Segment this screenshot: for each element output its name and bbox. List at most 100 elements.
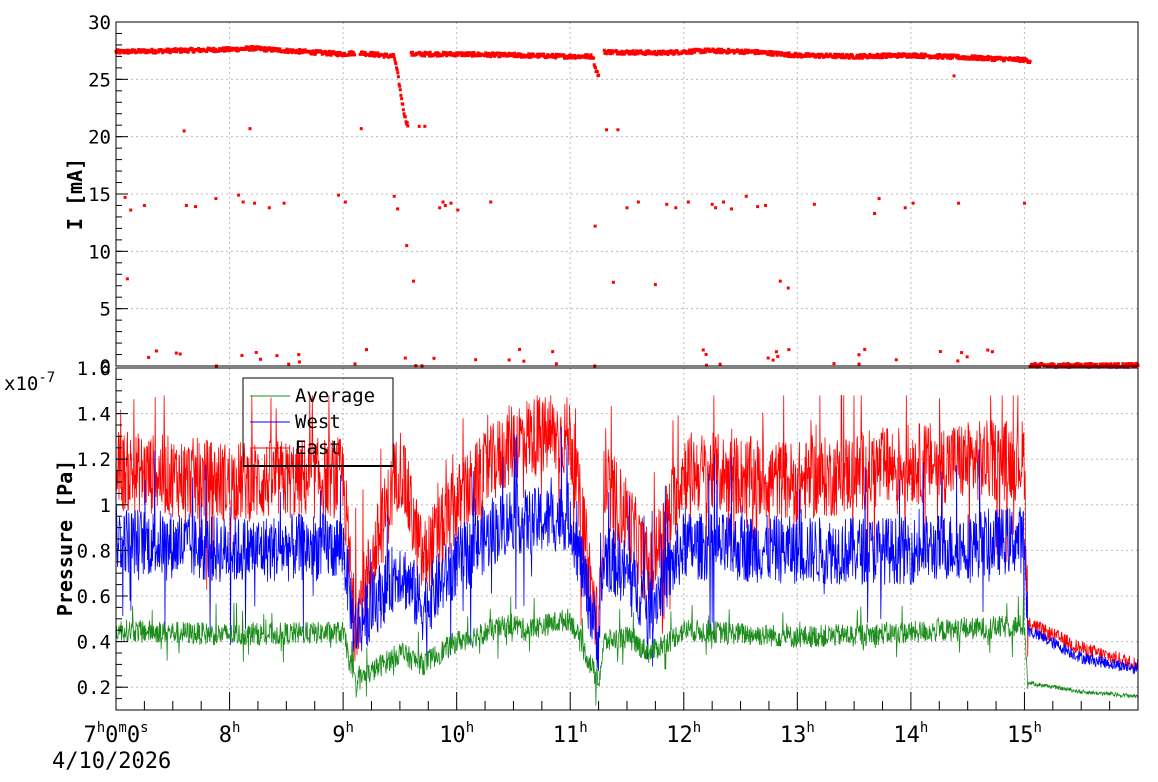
- current-outlier-point: [952, 74, 956, 78]
- current-low-point: [254, 350, 258, 354]
- current-low-point: [704, 352, 708, 356]
- multiplier-exponent: -7: [38, 370, 55, 386]
- current-outlier-point: [449, 201, 453, 205]
- pressure-y-tick-label: 1: [100, 495, 111, 517]
- current-outlier-point: [237, 193, 241, 197]
- current-outlier-point: [343, 200, 347, 204]
- current-outlier-point: [423, 124, 427, 128]
- current-low-point: [297, 360, 301, 364]
- current-outlier-point: [193, 205, 197, 209]
- current-low-point: [701, 348, 705, 352]
- current-low-point: [774, 350, 778, 354]
- current-low-point: [554, 362, 558, 366]
- current-low-point: [960, 351, 964, 355]
- current-low-point: [174, 351, 178, 355]
- pressure-series-east: [115, 394, 1139, 672]
- current-outlier-point: [123, 195, 127, 199]
- current-outlier-point: [248, 127, 252, 131]
- current-low-point: [432, 356, 436, 360]
- current-outlier-point: [903, 206, 907, 210]
- current-outlier-point: [412, 279, 416, 283]
- current-low-point: [990, 350, 994, 354]
- current-low-point: [965, 355, 969, 359]
- current-outlier-point: [253, 201, 257, 205]
- current-outlier-point: [214, 197, 218, 201]
- legend-label-west: West: [295, 411, 341, 433]
- current-low-point: [507, 358, 511, 362]
- current-pad: 0 5 10 15 20 25 30 I [mA]: [63, 12, 1140, 378]
- current-y-tick-label: 25: [88, 69, 111, 91]
- current-low-point: [518, 347, 522, 351]
- x-tick-label: 11h: [553, 720, 588, 748]
- current-outlier-point: [267, 206, 271, 210]
- current-outlier-point: [396, 207, 400, 211]
- pressure-y-tick-label: 1.2: [77, 449, 111, 471]
- current-outlier-point: [605, 128, 609, 132]
- current-y-axis-label: I [mA]: [63, 158, 87, 230]
- current-low-point: [857, 353, 861, 357]
- current-low-point: [258, 357, 262, 361]
- current-low-point: [776, 354, 780, 358]
- current-low-point: [287, 362, 291, 366]
- current-low-point: [766, 356, 770, 360]
- current-outlier-point: [957, 201, 961, 205]
- current-outlier-point: [714, 206, 718, 210]
- current-outlier-point: [441, 200, 445, 204]
- current-low-point: [275, 354, 279, 358]
- legend-shadow: [243, 465, 393, 467]
- pressure-y-tick-label: 0.2: [77, 677, 111, 699]
- x-tick-label: 8h: [219, 720, 241, 748]
- current-y-tick-label: 10: [88, 241, 111, 263]
- current-low-point: [147, 355, 151, 359]
- current-y-tick-label: 30: [88, 12, 111, 34]
- current-outlier-point: [710, 202, 714, 206]
- current-low-point: [551, 350, 555, 354]
- current-outlier-point: [764, 203, 768, 207]
- current-y-tick-label: 5: [100, 299, 111, 321]
- current-outlier-point: [125, 277, 129, 281]
- pressure-pad: 0.2 0.4 0.6 0.8 1 1.2 1.4 1.6 7h0m0s 8h 9h 10h 11h 1…: [4, 358, 1139, 774]
- legend: Average West East: [242, 377, 394, 467]
- current-outlier-point: [616, 128, 620, 132]
- current-outlier-point: [674, 206, 678, 210]
- current-low-point: [894, 358, 898, 362]
- current-low-point: [704, 363, 708, 367]
- current-low-point: [474, 358, 478, 362]
- current-outlier-point: [653, 283, 657, 287]
- legend-label-average: Average: [295, 385, 375, 407]
- current-outlier-point: [443, 203, 447, 207]
- current-low-point: [832, 362, 836, 366]
- pressure-series-west: [115, 426, 1139, 675]
- current-outlier-point: [593, 224, 597, 228]
- current-outlier-point: [1022, 201, 1026, 205]
- current-low-point: [403, 356, 407, 360]
- current-low-point: [938, 350, 942, 354]
- current-outlier-point: [129, 208, 133, 212]
- time-x-ticks: 7h0m0s 8h 9h 10h 11h 12h 13h 14h 15h: [83, 692, 1139, 748]
- current-low-point: [297, 353, 301, 357]
- pressure-data: [115, 394, 1139, 706]
- y-multiplier-label: x10-7: [4, 370, 55, 395]
- pressure-y-tick-label: 0.4: [77, 632, 111, 654]
- current-outlier-point: [241, 200, 245, 204]
- pressure-y-ticks: 0.2 0.4 0.6 0.8 1 1.2 1.4 1.6: [77, 358, 128, 711]
- current-outlier-point: [636, 200, 640, 204]
- current-low-point: [986, 348, 990, 352]
- current-outlier-point: [359, 127, 363, 131]
- legend-label-east: East: [295, 437, 341, 459]
- current-outlier-point: [729, 207, 733, 211]
- current-low-point: [956, 359, 960, 363]
- current-outlier-point: [417, 124, 421, 128]
- pressure-series-average: [115, 595, 1139, 706]
- current-low-point: [771, 358, 775, 362]
- current-low-point: [718, 362, 722, 366]
- x-tick-label: 9h: [332, 720, 354, 748]
- current-y-tick-label: 20: [88, 127, 111, 149]
- pressure-y-axis-label: Pressure [Pa]: [53, 460, 77, 617]
- current-outlier-point: [438, 206, 442, 210]
- current-outlier-point: [877, 197, 881, 201]
- current-data: [114, 45, 1140, 369]
- current-outlier-point: [282, 201, 286, 205]
- current-outlier-point: [392, 194, 396, 198]
